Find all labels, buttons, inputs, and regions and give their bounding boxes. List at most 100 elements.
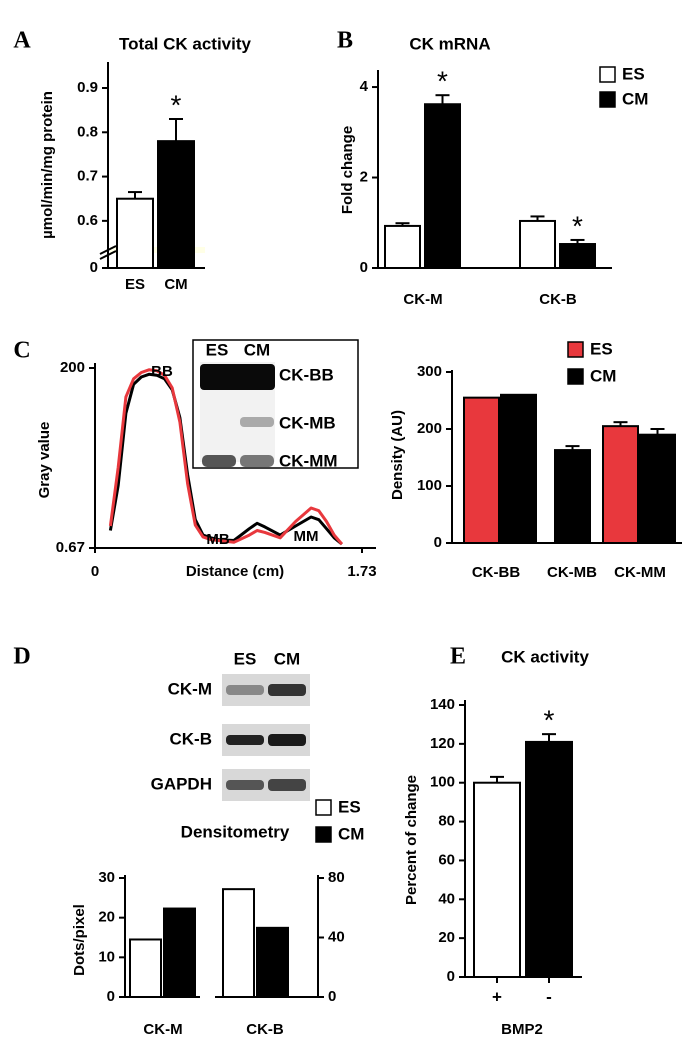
bar — [525, 740, 573, 979]
chart-title: Densitometry — [181, 822, 290, 841]
panel-label: D — [13, 644, 30, 670]
y-tick-label: 0.67 — [56, 539, 85, 556]
x-tick-label: + — [492, 987, 502, 1006]
y-axis-label: Density (AU) — [389, 410, 406, 500]
y-tick-label: 4 — [360, 78, 369, 95]
legend-label: CM — [622, 89, 648, 108]
bar — [384, 224, 421, 270]
x-tick-label: CK-B — [539, 291, 577, 308]
y-tick-label: 0 — [447, 968, 455, 985]
legend-swatch — [567, 368, 584, 385]
legend-label: CM — [338, 824, 364, 843]
x-tick-label: CK-B — [246, 1021, 284, 1038]
blot-band — [240, 417, 274, 427]
panel-label: B — [337, 28, 353, 54]
significance-marker: * — [572, 210, 583, 241]
bar — [157, 140, 195, 269]
blot-band — [202, 455, 236, 467]
legend-swatch — [315, 826, 332, 843]
x-tick-label: ES — [125, 276, 145, 293]
y-tick-label: 40 — [328, 928, 345, 945]
lane-label: CM — [274, 649, 300, 668]
bar — [222, 888, 255, 998]
y-tick-label: 0 — [434, 534, 442, 551]
peak-label: BB — [151, 363, 173, 380]
bar — [519, 219, 556, 269]
y-tick-label: 60 — [438, 851, 455, 868]
significance-marker: * — [437, 66, 448, 97]
bar — [463, 396, 500, 544]
y-tick-label: 40 — [438, 890, 455, 907]
y-tick-label: 0.8 — [77, 123, 98, 140]
bar — [256, 926, 289, 998]
panel-label: A — [13, 28, 31, 54]
blot-band — [226, 780, 264, 790]
bar — [554, 449, 591, 544]
lane-label: ES — [234, 649, 257, 668]
y-axis-label: µmol/min/mg protein — [39, 91, 56, 239]
panel-label: C — [13, 338, 30, 364]
lane-label: CM — [244, 340, 270, 359]
bar — [473, 781, 521, 979]
y-tick-label: 0 — [360, 259, 368, 276]
legend-swatch — [315, 799, 332, 816]
y-tick-label: 100 — [430, 774, 455, 791]
legend-label: CM — [590, 366, 616, 385]
legend-swatch — [599, 91, 616, 108]
y-tick-label: 200 — [60, 359, 85, 376]
x-tick-label: - — [546, 987, 552, 1006]
break-mark — [99, 245, 117, 255]
panel-label: E — [450, 644, 466, 670]
y-axis-label: Percent of change — [403, 775, 420, 905]
bar — [129, 938, 162, 999]
band-label: CK-B — [170, 729, 213, 748]
y-tick-label: 0.6 — [77, 212, 98, 229]
x-tick-label: CM — [164, 276, 187, 293]
legend-swatch — [567, 341, 584, 358]
y-tick-label: 30 — [98, 869, 115, 886]
y-tick-label: 2 — [360, 168, 368, 185]
y-tick-label: 80 — [438, 813, 455, 830]
legend-label: ES — [590, 339, 613, 358]
y-tick-label: 0 — [328, 988, 336, 1005]
y-tick-label: 0 — [107, 988, 115, 1005]
blot-band — [240, 455, 274, 467]
significance-marker: * — [544, 705, 555, 736]
band-label: CK-BB — [279, 365, 334, 384]
chart-title: CK activity — [501, 647, 589, 666]
legend-swatch — [599, 66, 616, 83]
x-axis-label: BMP2 — [501, 1021, 543, 1038]
band-label: CK-MB — [279, 413, 336, 432]
y-tick-label: 120 — [430, 735, 455, 752]
bar — [424, 103, 461, 269]
y-tick-label: 0.7 — [77, 168, 98, 185]
y-tick-label: 10 — [98, 948, 115, 965]
bar — [163, 907, 196, 998]
y-tick-label: 0.9 — [77, 79, 98, 96]
y-tick-label: 200 — [417, 420, 442, 437]
break-mark — [99, 250, 117, 260]
chart-title: CK mRNA — [409, 34, 490, 53]
band-label: CK-M — [168, 679, 212, 698]
line — [108, 372, 343, 546]
y-tick-label: 140 — [430, 696, 455, 713]
legend-label: ES — [622, 64, 645, 83]
band-label: GAPDH — [151, 774, 212, 793]
x-tick-label: CK-MB — [547, 564, 597, 581]
blot-band — [200, 364, 275, 390]
peak-label: MB — [206, 531, 229, 548]
band-label: CK-MM — [279, 451, 338, 470]
blot-band — [268, 734, 306, 746]
x-tick-label: 1.73 — [347, 563, 376, 580]
y-tick-label: 100 — [417, 477, 442, 494]
y-tick-label: 20 — [98, 909, 115, 926]
x-tick-label: CK-MM — [614, 564, 666, 581]
blot-band — [268, 684, 306, 696]
y-tick-label: 20 — [438, 929, 455, 946]
x-axis-label: Distance (cm) — [186, 563, 284, 580]
line — [108, 368, 344, 546]
peak-label: MM — [294, 528, 319, 545]
bar — [116, 197, 154, 269]
bar — [602, 425, 639, 544]
